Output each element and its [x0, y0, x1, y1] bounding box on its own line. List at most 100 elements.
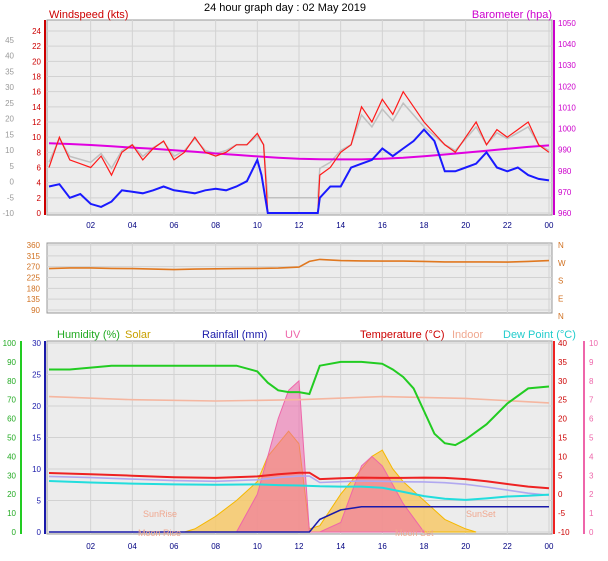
uv-tick: 7 [589, 396, 594, 405]
uv-tick: 8 [589, 377, 594, 386]
legend-uv: UV [285, 329, 301, 341]
x-tick-label: 20 [461, 542, 470, 551]
x-tick-label: 14 [336, 542, 345, 551]
windspeed-tick: 12 [32, 118, 41, 127]
x-tick-label: 12 [295, 221, 304, 230]
barometer-tick: 1030 [558, 61, 576, 70]
uv-tick: 3 [589, 471, 594, 480]
scale-tick: 30 [5, 83, 14, 92]
x-tick-label: 04 [128, 542, 137, 551]
windspeed-tick: 2 [37, 194, 42, 203]
windspeed-tick: 14 [32, 103, 41, 112]
temperature-tick: 0 [558, 490, 563, 499]
x-tick-label: 14 [336, 221, 345, 230]
windspeed-tick: 22 [32, 42, 41, 51]
scale-tick: 10 [5, 146, 14, 155]
scale-tick: 25 [5, 99, 14, 108]
windspeed-tick: 18 [32, 73, 41, 82]
legend-rainfall: Rainfall (mm) [202, 329, 267, 341]
scale-tick: 40 [5, 52, 14, 61]
rainfall-tick: 15 [32, 434, 41, 443]
compass-label: W [558, 259, 566, 268]
x-tick-label: 16 [378, 221, 387, 230]
legend-humidity: Humidity (%) [57, 329, 120, 341]
barometer-tick: 970 [558, 188, 572, 197]
purple-trace [48, 475, 550, 496]
indoor-line [48, 395, 550, 404]
temperature-tick: 35 [558, 358, 567, 367]
direction-tick: 270 [27, 263, 41, 272]
x-tick-label: 00 [545, 221, 554, 230]
uv-tick: 10 [589, 339, 598, 348]
scale-tick: 35 [5, 67, 14, 76]
temperature-tick: 5 [558, 471, 563, 480]
windspeed-tick: 10 [32, 133, 41, 142]
direction-tick: 180 [27, 284, 41, 293]
windspeed-tick: 24 [32, 27, 41, 36]
legend-temperature: Temperature (°C) [360, 329, 444, 341]
barometer-tick: 1050 [558, 19, 576, 28]
direction-tick: 135 [27, 295, 41, 304]
uv-tick: 2 [589, 490, 594, 499]
x-tick-label: 02 [86, 542, 95, 551]
x-tick-label: 06 [170, 221, 179, 230]
x-tick-label: 06 [170, 542, 179, 551]
x-tick-label: 20 [461, 221, 470, 230]
climate-panel: 02 04 06 08 10 12 14 16 18 20 22 00 100908070605040… [3, 329, 599, 551]
scale-tick: 5 [10, 162, 15, 171]
barometer-line [48, 142, 550, 161]
x-tick-label: 08 [211, 221, 220, 230]
direction-tick: 90 [31, 306, 40, 315]
direction-tick: 315 [27, 252, 41, 261]
wind-speed-line [48, 128, 550, 214]
x-tick-label: 22 [503, 221, 512, 230]
rainfall-axis-ticks: 30 25 20 15 10 5 0 [32, 339, 41, 537]
direction-tick: 360 [27, 241, 41, 250]
temperature-axis-ticks: 40 35 30 25 20 15 10 5 0 -5 -10 [558, 339, 570, 537]
barometer-tick: 990 [558, 146, 572, 155]
compass-label: S [558, 277, 563, 286]
scale-tick: 20 [5, 115, 14, 124]
rainfall-tick: 30 [32, 339, 41, 348]
scale-tick: 45 [5, 36, 14, 45]
temperature-line [48, 471, 550, 490]
humidity-tick: 50 [7, 434, 16, 443]
x-tick-label: 08 [211, 542, 220, 551]
annotation-sunrise: SunRise [143, 509, 177, 519]
direction-gridlines [47, 243, 552, 313]
barometer-tick: 1040 [558, 40, 576, 49]
wind-gridlines [47, 20, 552, 215]
uv-tick: 1 [589, 509, 594, 518]
compass-label: N [558, 312, 564, 321]
humidity-tick: 10 [7, 509, 16, 518]
windspeed-tick: 8 [37, 148, 42, 157]
rainfall-tick: 10 [32, 465, 41, 474]
x-tick-label: 10 [253, 542, 262, 551]
scale-tick: 0 [10, 178, 15, 187]
humidity-tick: 70 [7, 396, 16, 405]
barometer-tick: 1010 [558, 103, 576, 112]
windspeed-axis-label: Windspeed (kts) [49, 9, 128, 21]
rainfall-tick: 25 [32, 371, 41, 380]
uv-tick: 5 [589, 434, 594, 443]
humidity-tick: 0 [12, 528, 17, 537]
x-tick-label: 02 [86, 221, 95, 230]
uv-tick: 6 [589, 415, 594, 424]
windspeed-tick: 4 [37, 179, 42, 188]
temperature-tick: 20 [558, 415, 567, 424]
legend-indoor: Indoor [452, 329, 484, 341]
compass-label: N [558, 241, 564, 250]
x-tick-label: 12 [295, 542, 304, 551]
scale-tick: -10 [2, 209, 14, 218]
windspeed-tick: 6 [37, 164, 42, 173]
barometer-right-ticks: 1050 1040 1030 1020 1010 1000 990 980 970 960 [558, 19, 576, 218]
temperature-tick: -10 [558, 528, 570, 537]
climate-x-ticks: 02 04 06 08 10 12 14 16 18 20 22 00 [86, 542, 554, 551]
uv-tick: 0 [589, 528, 594, 537]
humidity-tick: 20 [7, 490, 16, 499]
wind-far-left-ticks: 45 40 35 30 25 20 15 10 5 0 -5 -10 [2, 36, 14, 218]
